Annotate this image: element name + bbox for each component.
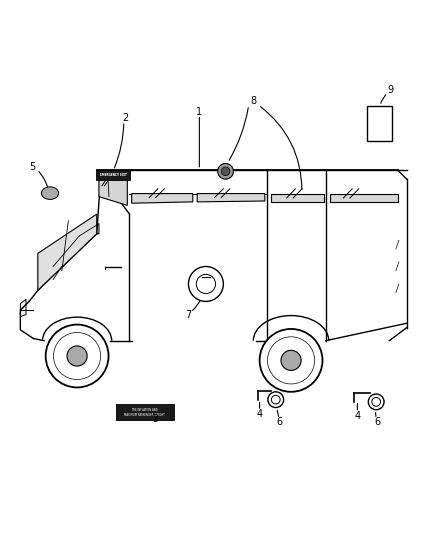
Circle shape	[281, 350, 301, 370]
Polygon shape	[92, 224, 99, 234]
Text: 6: 6	[276, 417, 283, 427]
FancyBboxPatch shape	[96, 171, 131, 180]
Polygon shape	[20, 299, 26, 317]
Text: 2: 2	[122, 113, 128, 123]
Text: 9: 9	[388, 85, 394, 95]
Text: 7: 7	[185, 310, 191, 320]
FancyBboxPatch shape	[116, 405, 174, 420]
Polygon shape	[132, 193, 193, 203]
Polygon shape	[197, 193, 265, 202]
Text: 4: 4	[354, 411, 360, 421]
Text: TIRE INFLATION AND: TIRE INFLATION AND	[131, 408, 158, 411]
Circle shape	[46, 325, 109, 387]
Polygon shape	[330, 195, 398, 202]
Circle shape	[272, 395, 280, 404]
Text: 3: 3	[152, 414, 159, 424]
Text: 4: 4	[257, 409, 263, 419]
Text: 5: 5	[29, 162, 35, 172]
Text: 8: 8	[250, 96, 256, 107]
Text: 6: 6	[374, 417, 380, 427]
Polygon shape	[272, 195, 324, 202]
Polygon shape	[99, 173, 127, 205]
Text: EMERGENCY EXIT: EMERGENCY EXIT	[100, 173, 127, 177]
Circle shape	[368, 394, 384, 410]
Polygon shape	[38, 214, 97, 290]
Circle shape	[221, 167, 230, 176]
Circle shape	[372, 398, 381, 406]
Circle shape	[268, 392, 284, 408]
Circle shape	[196, 274, 215, 294]
Circle shape	[218, 164, 233, 179]
Text: MAXIMUM PASSENGER WEIGHT: MAXIMUM PASSENGER WEIGHT	[124, 413, 165, 417]
FancyBboxPatch shape	[367, 106, 392, 141]
Text: 1: 1	[196, 107, 202, 117]
Circle shape	[67, 346, 87, 366]
Ellipse shape	[41, 187, 59, 199]
Circle shape	[188, 266, 223, 302]
Circle shape	[260, 329, 322, 392]
